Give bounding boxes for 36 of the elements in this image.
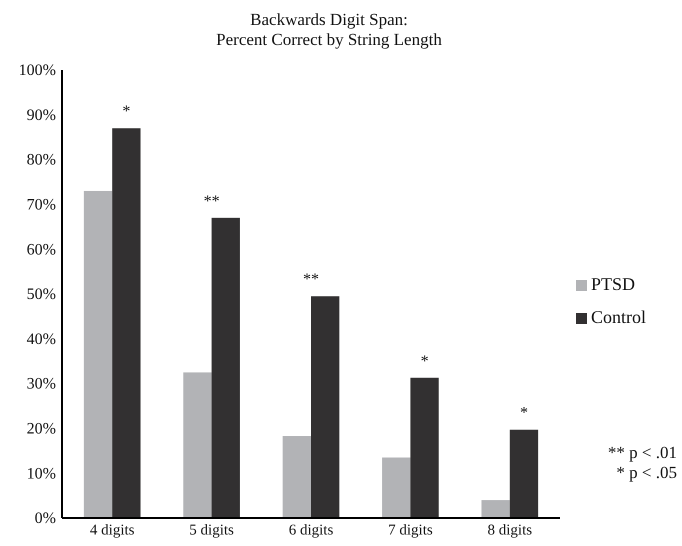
bar <box>311 296 340 518</box>
annotation: ** <box>204 192 220 210</box>
legend-label: Control <box>591 307 646 327</box>
bar <box>510 430 538 518</box>
chart-title: Backwards Digit Span: Percent Correct by String Length <box>216 10 442 49</box>
y-tick-label: 40% <box>26 330 56 348</box>
x-tick-label: 6 digits <box>288 522 334 539</box>
bar <box>410 378 439 518</box>
annotation: * <box>420 352 429 370</box>
bar <box>282 436 311 518</box>
y-tick-label: 20% <box>26 420 56 438</box>
bar <box>382 458 410 518</box>
y-tick-label: 0% <box>34 510 56 528</box>
annotation: ** <box>303 271 319 288</box>
y-tick-label: 70% <box>26 196 56 214</box>
bar <box>212 218 240 518</box>
annotation: * <box>520 404 528 422</box>
legend-label: PTSD <box>591 274 636 294</box>
bar <box>481 500 510 518</box>
bar <box>183 372 212 518</box>
y-tick-label: 100% <box>18 62 56 80</box>
y-tick-label: 50% <box>26 286 56 304</box>
text: ** p < .01 <box>608 443 677 462</box>
x-tick-label: 8 digits <box>488 522 532 539</box>
annotation: * <box>122 103 130 120</box>
y-tick-label: 80% <box>26 152 56 169</box>
text: * p < .05 <box>616 463 677 482</box>
x-tick-label: 5 digits <box>189 522 234 539</box>
x-tick-label: 7 digits <box>388 522 433 539</box>
y-tick-label: 10% <box>26 465 56 482</box>
bar <box>84 190 112 518</box>
y-tick-label: 90% <box>26 106 56 124</box>
y-tick-label: 60% <box>26 241 56 258</box>
x-tick-label: 4 digits <box>90 522 135 539</box>
y-tick-label: 30% <box>26 376 56 393</box>
bar <box>112 128 141 518</box>
